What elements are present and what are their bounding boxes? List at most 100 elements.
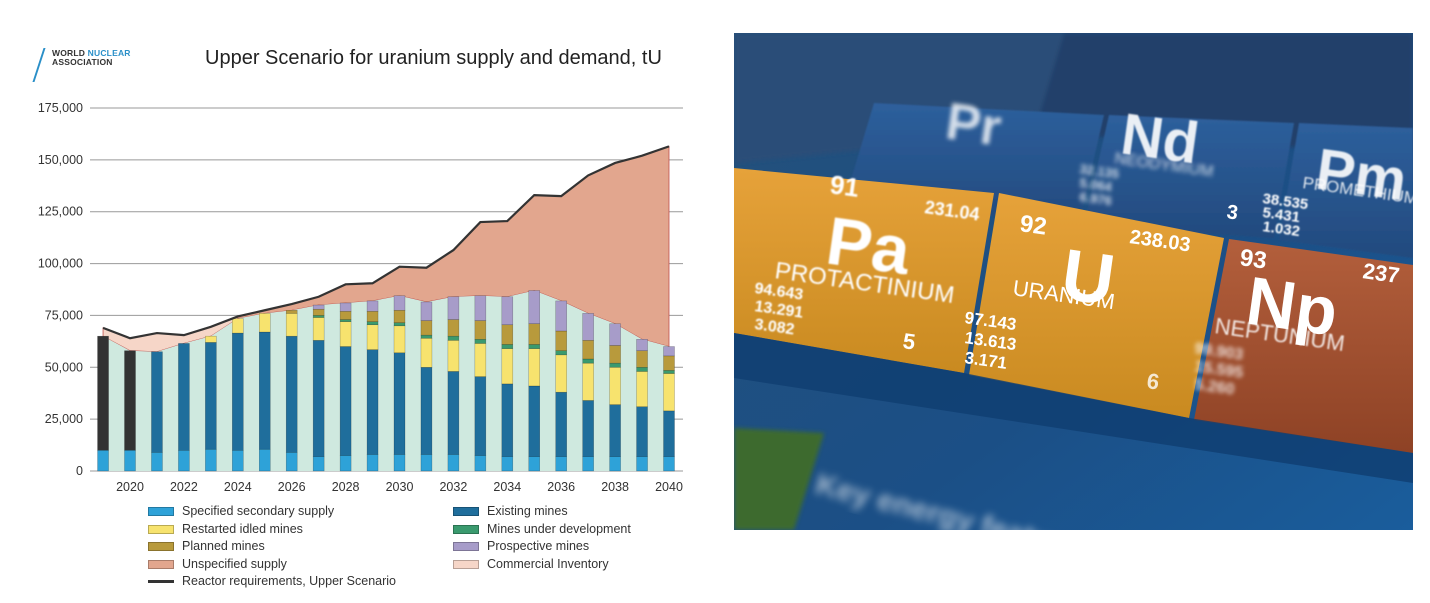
bar-existing_mines	[555, 391, 567, 457]
chart-plot: 0 25,000 50,000 75,000 100,000 125,000 150,000…	[38, 101, 683, 494]
bar-prospective_mines	[447, 296, 460, 320]
y-tick-label: 150,000	[38, 153, 83, 167]
bar-specified_secondary	[366, 454, 379, 472]
bar-restarted_idled	[205, 335, 217, 343]
periodic-table-image: 91231.04PaPROTACTINIUM94.64313.2913.0825…	[734, 33, 1413, 530]
bar-planned_mines	[312, 308, 325, 316]
pm-shell: 5.431	[1261, 204, 1301, 226]
bar-under_development	[555, 350, 567, 356]
bar-planned_mines	[663, 355, 675, 371]
nd-count: 3	[1225, 201, 1239, 224]
bar-specified_secondary	[582, 456, 594, 472]
np-mass: 237	[1361, 258, 1401, 288]
nd-shell: 32.135	[1079, 161, 1120, 181]
bar-specified_secondary	[555, 456, 567, 472]
legend-item-under_development: Mines under development	[453, 522, 631, 536]
pm-shell: 38.535	[1261, 190, 1309, 213]
bar-restarted_idled	[232, 318, 244, 334]
bar-existing_mines	[312, 340, 325, 457]
y-tick-label: 175,000	[38, 101, 83, 115]
bar-specified_secondary	[259, 448, 271, 472]
legend-swatch	[148, 541, 174, 551]
tile-np	[1194, 239, 1413, 453]
tile-pa	[734, 168, 994, 373]
chart-title: Upper Scenario for uranium supply and de…	[205, 47, 662, 69]
bar-restarted_idled	[447, 340, 460, 372]
np-shell: 99.903	[1193, 340, 1244, 364]
bar-prospective_mines	[555, 300, 567, 332]
logo-word-nuclear: NUCLEAR	[87, 48, 131, 58]
bar-specified_secondary	[420, 454, 433, 472]
bar-planned_mines	[339, 311, 352, 320]
bar-existing_mines	[447, 371, 460, 455]
np-atomic-number: 93	[1238, 244, 1268, 274]
bar-existing_mines	[285, 335, 298, 453]
u-atomic-number: 92	[1018, 210, 1048, 240]
legend-swatch	[148, 579, 174, 583]
legend-swatch	[453, 559, 479, 569]
bar-prospective_mines	[636, 339, 648, 351]
legend-swatch	[453, 541, 479, 551]
bar-under_development	[663, 370, 675, 374]
bar-specified_secondary	[609, 456, 621, 472]
legend-label: Commercial Inventory	[487, 557, 609, 571]
bar-specified_secondary	[636, 456, 648, 472]
bar-under_development	[393, 322, 406, 327]
bar-under_development	[420, 334, 433, 339]
bar-under_development	[312, 315, 325, 318]
bar-under_development	[366, 321, 379, 326]
legend-label: Planned mines	[182, 539, 265, 553]
legend-label: Restarted idled mines	[182, 522, 303, 536]
bar-prospective_mines	[366, 300, 379, 312]
pa-atomic-number: 91	[828, 169, 861, 203]
legend-item-unspecified_supply: Unspecified supply	[148, 557, 287, 571]
x-tick-label: 2040	[655, 480, 683, 494]
bar-under_development	[582, 358, 594, 364]
bar-restarted_idled	[285, 313, 298, 337]
x-tick-label: 2034	[493, 480, 521, 494]
bar-specified_secondary	[285, 452, 298, 472]
legend-swatch	[453, 524, 479, 534]
x-tick-label: 2036	[547, 480, 575, 494]
y-tick-label: 100,000	[38, 257, 83, 271]
bar-restarted_idled	[339, 321, 352, 347]
bar-existing_mines	[663, 410, 675, 457]
x-tick-label: 2026	[278, 480, 306, 494]
pa-symbol: Pa	[822, 203, 916, 290]
bar-existing_mines	[259, 331, 271, 450]
pa-shell: 94.643	[753, 280, 804, 304]
bar-restarted_idled	[393, 325, 406, 354]
bar-under_development	[474, 339, 487, 344]
bar-planned_mines	[528, 323, 540, 345]
x-tick-label: 2024	[224, 480, 252, 494]
bar-prospective_mines	[312, 304, 325, 310]
legend-item-specified_secondary: Specified secondary supply	[148, 504, 334, 518]
bar-existing_mines	[393, 352, 406, 455]
legend-label: Mines under development	[487, 522, 631, 536]
bar-specified_secondary	[393, 454, 406, 472]
bar-planned_mines	[609, 345, 621, 364]
y-tick-label: 0	[76, 464, 83, 478]
legend-swatch	[453, 506, 479, 516]
bar-planned_mines	[366, 311, 379, 322]
bar-existing_mines	[339, 346, 352, 456]
bar-under_development	[609, 362, 621, 368]
bar-specified_secondary	[501, 456, 514, 472]
world-nuclear-association-logo: WORLD NUCLEAR ASSOCIATION	[32, 46, 148, 82]
pm-shell: 1.032	[1261, 218, 1301, 240]
bar-specified_secondary	[178, 450, 190, 472]
bar-existing_mines	[178, 343, 190, 451]
bar-existing_mines	[151, 351, 163, 453]
legend-swatch	[148, 506, 174, 516]
legend-item-restarted_idled: Restarted idled mines	[148, 522, 303, 536]
bar-prospective_mines	[609, 323, 621, 346]
u-count: 6	[1145, 368, 1161, 394]
nd-symbol: Nd	[1117, 102, 1203, 177]
u-symbol: U	[1057, 235, 1120, 321]
tile-green	[734, 428, 824, 530]
bar-restarted_idled	[528, 348, 540, 387]
reactor-requirements-line	[102, 145, 670, 340]
bar-under_development	[501, 344, 514, 349]
bar-specified_secondary	[205, 448, 217, 472]
x-tick-label: 2032	[439, 480, 467, 494]
